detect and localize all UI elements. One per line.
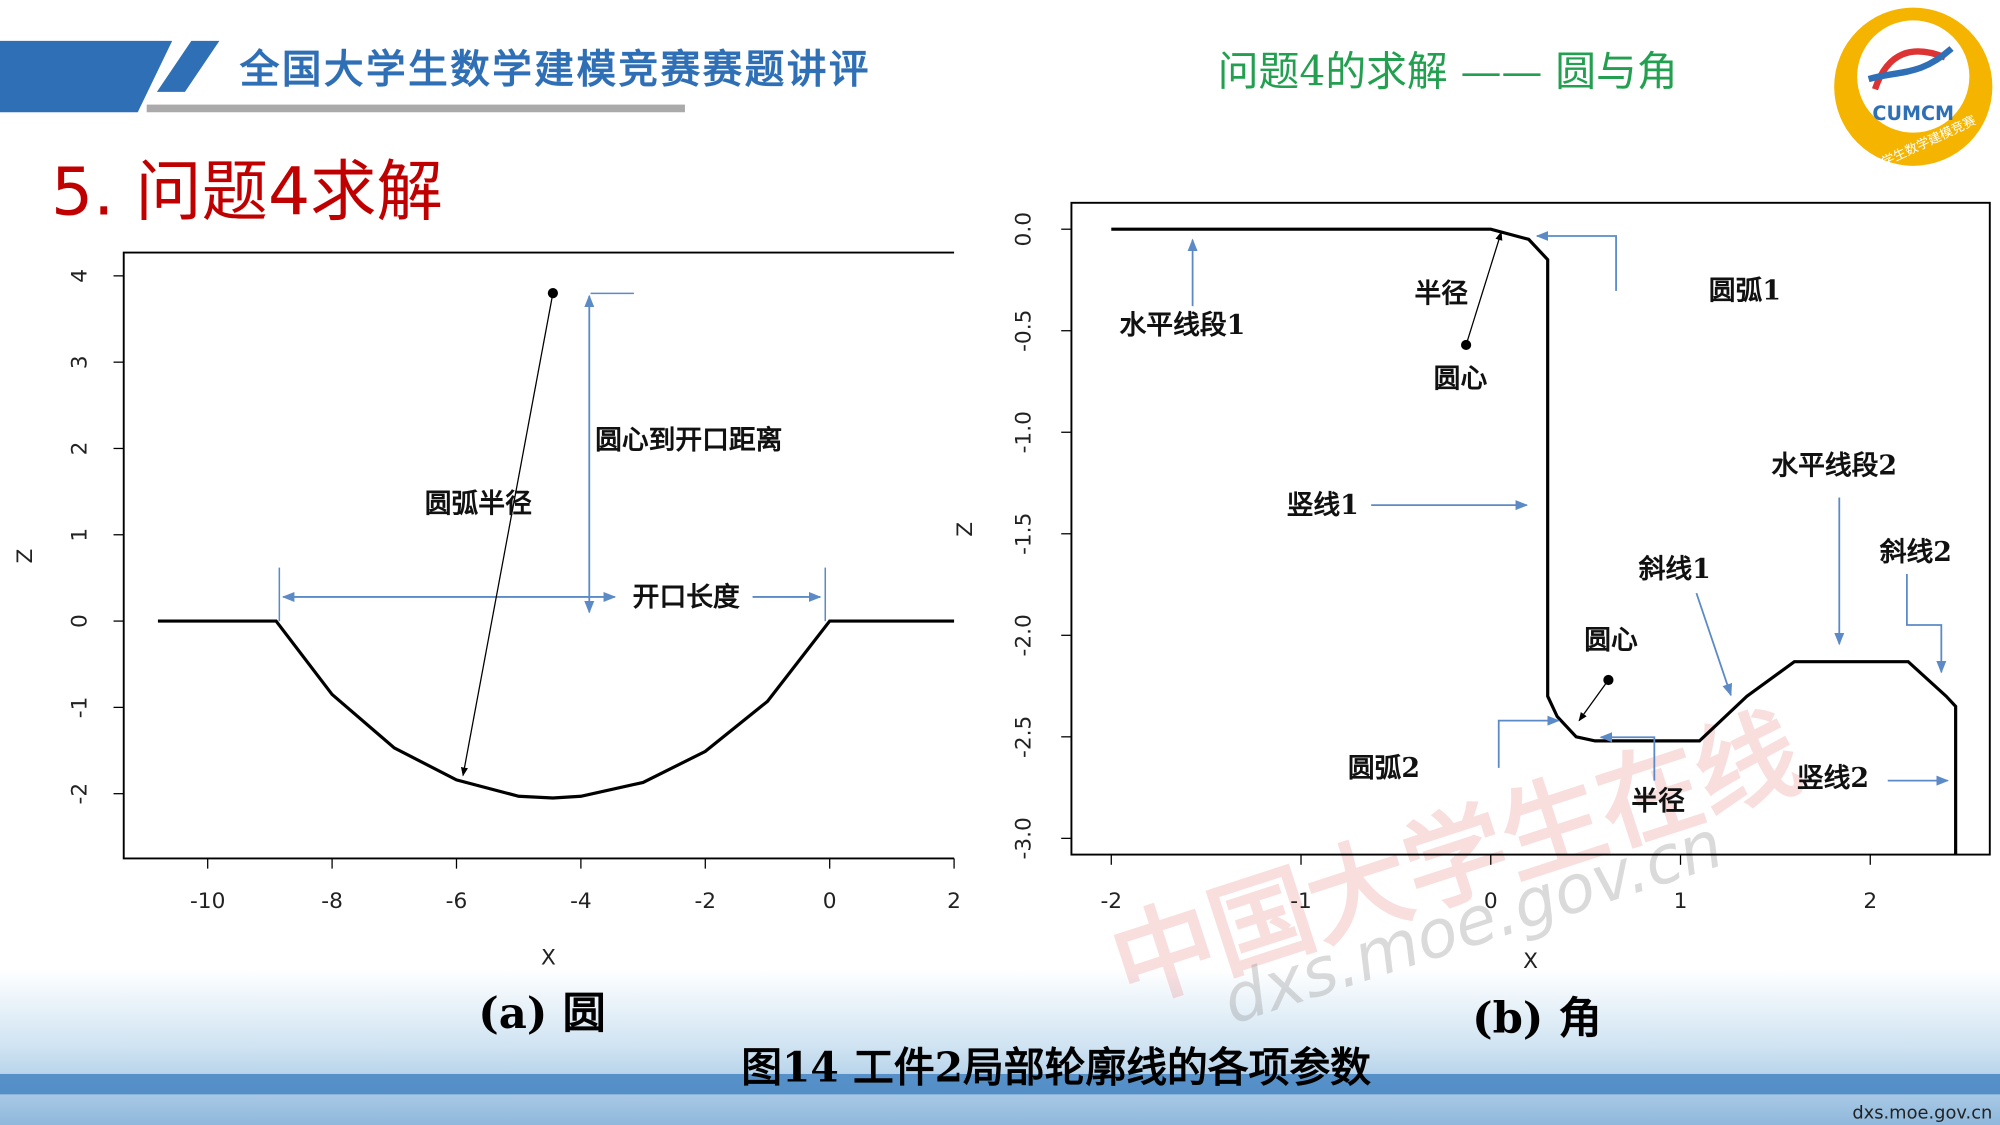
annotation: 开口长度 <box>633 581 740 613</box>
radius-arrow <box>1465 231 1503 346</box>
y-tick-label: 0.0 <box>1012 212 1037 246</box>
y-tick-label: -2.5 <box>1012 716 1037 758</box>
annotation: 斜线2 <box>1880 537 1952 568</box>
x-tick-label: -2 <box>1100 889 1122 914</box>
logo: CUMCM 中国大学生数学建模竞赛 <box>1834 7 1993 186</box>
x-tick-label: -6 <box>446 889 468 914</box>
profile-line <box>157 619 955 800</box>
y-tick-label: -2 <box>68 783 93 805</box>
annotation-arrow <box>1497 715 1560 768</box>
y-tick-label: -3.0 <box>1012 817 1037 859</box>
x-tick-label: -10 <box>190 889 225 914</box>
annotation: 竖线1 <box>1287 490 1359 521</box>
annotation-arrow <box>1695 592 1733 697</box>
y-tick-label: 3 <box>68 355 93 369</box>
y-tick-label: 1 <box>68 528 93 542</box>
x-axis-label: X <box>1523 949 1538 974</box>
annotation: 圆心 <box>1584 625 1638 656</box>
x-tick-label: 2 <box>1863 889 1877 914</box>
annotation: 水平线段2 <box>1771 450 1897 481</box>
annotation: 圆心 <box>1434 364 1488 395</box>
section-title: 5. 问题4求解 <box>51 152 443 230</box>
logo-swoosh <box>1867 46 1954 83</box>
y-tick-label: -1 <box>68 697 93 719</box>
header-underline <box>146 104 685 113</box>
x-tick-label: 0 <box>1484 889 1498 914</box>
logo-text: CUMCM <box>1872 102 1954 125</box>
annotation-arrow <box>1905 573 1947 674</box>
y-tick-label: 4 <box>68 269 93 283</box>
x-tick-label: -4 <box>570 889 592 914</box>
y-tick-label: -1.0 <box>1012 411 1037 453</box>
annotation: 水平线段1 <box>1120 310 1246 341</box>
figure-caption: 图14 工件2局部轮廓线的各项参数 <box>741 1044 1371 1092</box>
x-tick-label: -2 <box>694 889 716 914</box>
header-bar <box>156 40 220 92</box>
header-subtitle: 问题4的求解 —— 圆与角 <box>1218 47 1678 95</box>
y-tick-label: -1.5 <box>1012 513 1037 555</box>
y-tick-label: 0 <box>68 614 93 628</box>
x-tick-label: 2 <box>947 889 961 914</box>
y-axis-label: Z <box>953 522 978 537</box>
annotation: 斜线1 <box>1639 554 1711 585</box>
header-title: 全国大学生数学建模竞赛赛题讲评 <box>239 47 871 93</box>
caption: (b) 角 <box>1472 993 1602 1044</box>
bottom-band <box>0 969 2000 1125</box>
x-tick-label: -1 <box>1290 889 1312 914</box>
radius-arrow <box>460 292 554 777</box>
y-axis-label: Z <box>13 549 38 564</box>
x-tick-label: 1 <box>1674 889 1688 914</box>
annotation-arrow <box>1535 230 1617 291</box>
chart <box>157 288 955 800</box>
y-tick-label: -0.5 <box>1012 310 1037 352</box>
profile-line <box>1111 227 1958 855</box>
bottom-stripe <box>0 1073 2000 1095</box>
annotation: 圆弧半径 <box>425 489 532 520</box>
annotation-arrow <box>1599 732 1656 781</box>
plot-frame <box>1070 201 1991 856</box>
annotation: 圆弧1 <box>1709 276 1781 307</box>
annotation: 圆弧2 <box>1348 753 1420 784</box>
y-tick-label: -2.0 <box>1012 614 1037 656</box>
logo-inner <box>1857 20 1970 133</box>
x-tick-label: -8 <box>321 889 343 914</box>
annotation: 半径 <box>1415 278 1469 309</box>
x-axis-label: X <box>541 945 556 970</box>
caption: (a) 圆 <box>478 988 606 1039</box>
annotation: 半径 <box>1631 786 1685 817</box>
footer-url: dxs.moe.gov.cn <box>1852 1103 1992 1124</box>
header-bar <box>0 40 173 113</box>
plot-frame <box>122 251 955 860</box>
annotation: 圆心到开口距离 <box>595 424 782 456</box>
annotation: 竖线2 <box>1797 763 1869 794</box>
y-tick-label: 2 <box>68 442 93 456</box>
x-tick-label: 0 <box>823 889 837 914</box>
radius-arrow <box>1578 679 1609 722</box>
